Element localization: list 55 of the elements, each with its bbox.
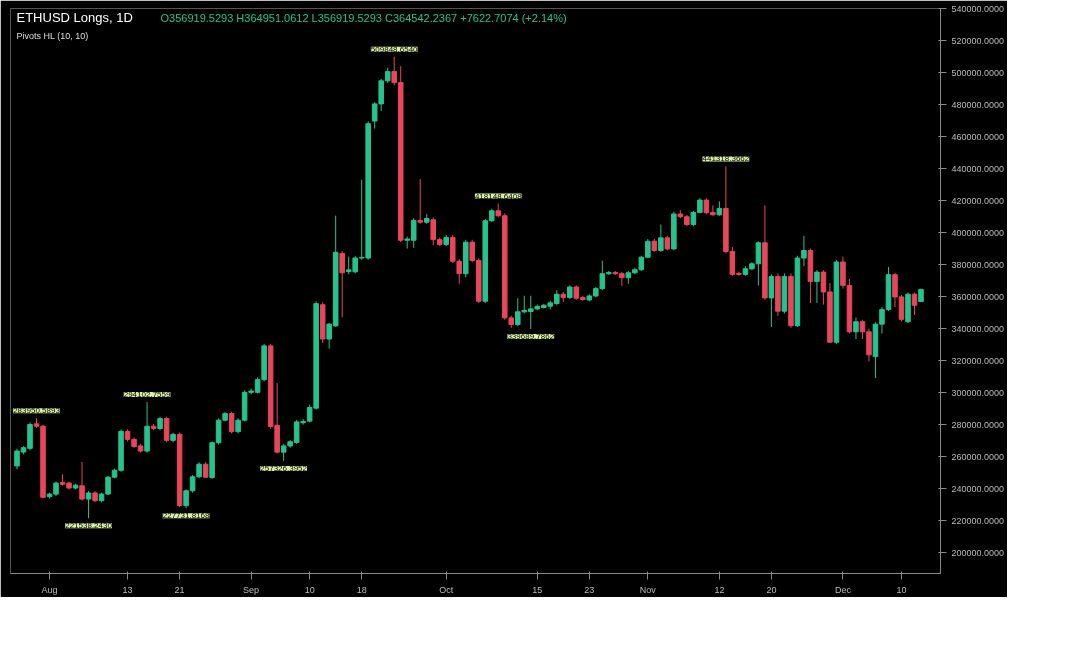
y-tick-label: 380000.0000 bbox=[951, 259, 1005, 270]
y-tick-label: 400000.0000 bbox=[951, 227, 1005, 238]
candlestick bbox=[163, 416, 170, 443]
candlestick bbox=[658, 224, 664, 253]
annotation: Pivots HL (10, 10) bbox=[16, 30, 89, 41]
x-tick-label: 10 bbox=[304, 584, 315, 595]
x-tick-label: 20 bbox=[766, 584, 777, 595]
annotation: 283950.5893 bbox=[13, 406, 61, 416]
annotation: 441318.3662 bbox=[702, 154, 750, 164]
annotation: 227731.8168 bbox=[162, 511, 210, 521]
x-tick-label: 13 bbox=[122, 584, 133, 595]
x-tick-label: Sep bbox=[243, 584, 260, 595]
x-tick-label: Oct bbox=[439, 584, 454, 595]
x-tick-label: 15 bbox=[532, 584, 543, 595]
candlestick bbox=[228, 411, 235, 434]
y-tick-label: 200000.0000 bbox=[951, 547, 1005, 558]
annotation: 294102.7559 bbox=[123, 390, 171, 400]
candlestick bbox=[339, 250, 345, 318]
x-tick-label: 23 bbox=[584, 584, 595, 595]
y-tick-label: 280000.0000 bbox=[951, 419, 1005, 430]
candlestick bbox=[911, 292, 918, 316]
annotation: 221538.2430 bbox=[65, 521, 113, 531]
x-tick-label: Dec bbox=[834, 584, 852, 595]
candlestick bbox=[79, 461, 85, 502]
y-tick-label: 460000.0000 bbox=[951, 131, 1005, 142]
y-tick-label: 440000.0000 bbox=[951, 163, 1005, 174]
y-tick-label: 240000.0000 bbox=[951, 483, 1005, 494]
annotation: 257326.3952 bbox=[260, 463, 308, 473]
y-tick-label: 480000.0000 bbox=[951, 99, 1005, 110]
y-tick-label: 500000.0000 bbox=[951, 67, 1005, 78]
annotation: 509848.6540 bbox=[370, 44, 419, 54]
candlestick bbox=[853, 316, 859, 340]
x-tick-label: 21 bbox=[174, 584, 185, 595]
y-tick-label: 220000.0000 bbox=[951, 515, 1005, 526]
x-tick-label: 18 bbox=[356, 584, 367, 595]
x-tick-label: Aug bbox=[41, 584, 58, 595]
annotation: 339689.7862 bbox=[507, 332, 555, 342]
y-tick-label: 520000.0000 bbox=[951, 35, 1005, 46]
y-tick-label: 260000.0000 bbox=[951, 451, 1005, 462]
y-tick-label: 340000.0000 bbox=[951, 323, 1005, 334]
y-tick-label: 420000.0000 bbox=[951, 195, 1005, 206]
candlestick bbox=[768, 273, 775, 328]
y-tick-label: 320000.0000 bbox=[951, 355, 1005, 366]
annotation: 418148.6408 bbox=[474, 191, 523, 201]
candlestick bbox=[417, 178, 423, 225]
candlestick bbox=[85, 490, 92, 519]
candlestick bbox=[814, 269, 820, 304]
y-tick-label: 360000.0000 bbox=[951, 291, 1005, 302]
x-tick-label: 10 bbox=[896, 584, 907, 595]
chart-subtitle: O356919.5293 H364951.0612 L356919.5293 C364542.2367 +7622.7074 (+2.14%) bbox=[160, 11, 567, 24]
chart-title: ETHUSD Longs, 1D bbox=[16, 9, 133, 25]
x-tick-label: Nov bbox=[639, 584, 657, 595]
y-tick-label: 540000.0000 bbox=[951, 3, 1005, 14]
y-tick-label: 300000.0000 bbox=[951, 387, 1005, 398]
x-tick-label: 12 bbox=[714, 584, 725, 595]
